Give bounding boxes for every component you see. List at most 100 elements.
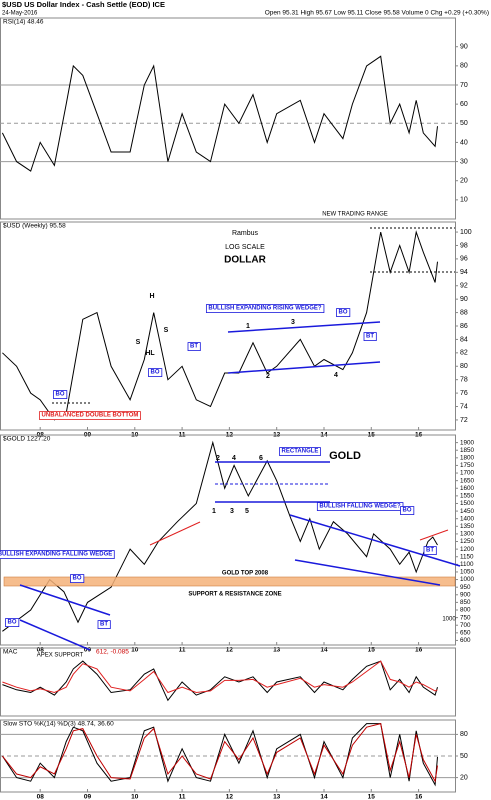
series-line (1, 723, 438, 787)
x-tick-label: 16 (415, 794, 423, 800)
annotation: 1 (246, 323, 250, 330)
y-tick-label: 1450 (460, 508, 475, 515)
annotation: BULLISH EXPANDING FALLING WEDGE (0, 552, 112, 558)
x-tick-label: 15 (368, 647, 376, 654)
y-tick-label: 1200 (460, 546, 475, 553)
y-tick-label: 80 (460, 363, 468, 370)
chart-subtitle: 24-May-2016 (2, 11, 38, 17)
panel-label: MAC (3, 649, 18, 656)
y-tick-label: 74 (460, 403, 468, 410)
annotation: 2 (216, 455, 220, 462)
y-tick-label: 1550 (460, 493, 475, 500)
y-tick-label: 88 (460, 309, 468, 316)
x-tick-label: 15 (368, 794, 376, 800)
annotation: 1000 (442, 617, 456, 623)
y-tick-label: 1900 (460, 439, 475, 446)
chart-title: $USD US Dollar Index - Cash Settle (EOD)… (2, 0, 165, 9)
annotation: BO (8, 620, 17, 626)
y-tick-label: 1800 (460, 454, 475, 461)
y-tick-label: 80 (460, 731, 468, 738)
y-tick-label: 98 (460, 242, 468, 249)
y-tick-label: 60 (460, 101, 468, 108)
y-tick-label: 950 (460, 584, 471, 591)
panel-label: Slow STO %K(14) %D(3) 48.74, 36.60 (3, 721, 114, 728)
annotation: BT (190, 344, 198, 350)
annotation: 1 (212, 508, 216, 515)
y-tick-label: 96 (460, 256, 468, 263)
y-tick-label: 94 (460, 269, 468, 276)
x-tick-label: 10 (131, 794, 139, 800)
annotation-box (5, 618, 20, 627)
y-tick-label: 800 (460, 607, 471, 614)
x-tick-label: 13 (273, 647, 281, 654)
decoration (19, 584, 111, 616)
series-line (2, 660, 438, 694)
annotation: BO (339, 310, 348, 316)
y-tick-label: 650 (460, 629, 471, 636)
annotation: Rambus (232, 230, 259, 237)
panel-sublabel: 612, -0.085 (96, 649, 129, 656)
annotation: S (136, 339, 141, 346)
annotation-box (187, 342, 201, 351)
x-tick-label: 11 (179, 647, 186, 654)
panel (0, 434, 456, 646)
y-tick-label: 20 (460, 178, 468, 185)
annotation: H (149, 293, 154, 300)
annotation: SUPPORT & RESISTANCE ZONE (188, 592, 281, 598)
annotation-box (363, 332, 377, 341)
annotation: NEW TRADING RANGE (322, 212, 388, 218)
x-tick-label: 11 (179, 794, 186, 800)
y-tick-label: 1850 (460, 447, 475, 454)
annotation: 3 (291, 319, 295, 326)
y-tick-label: 84 (460, 336, 468, 343)
annotation-box (423, 546, 437, 555)
series-line (2, 722, 438, 783)
y-tick-label: 1300 (460, 531, 475, 538)
x-tick-label: 14 (320, 794, 328, 800)
y-tick-label: 80 (460, 63, 468, 70)
annotation-box (336, 308, 351, 317)
y-tick-label: 78 (460, 377, 468, 384)
y-tick-label: 100 (460, 229, 472, 236)
x-tick-label: 08 (37, 647, 45, 654)
y-tick-label: 50 (460, 120, 468, 127)
annotation: HL (145, 350, 155, 357)
x-tick-label: 09 (84, 647, 92, 654)
decoration (419, 529, 449, 541)
y-tick-label: 90 (460, 296, 468, 303)
annotation-box (0, 550, 115, 559)
y-tick-label: 900 (460, 591, 471, 598)
annotation: BO (73, 576, 82, 582)
annotation: DOLLAR (224, 255, 266, 266)
y-tick-label: 1500 (460, 500, 475, 507)
y-tick-label: 850 (460, 599, 471, 606)
annotation: BO (56, 392, 65, 398)
panel-label: $GOLD 1227.20 (3, 436, 51, 443)
annotation: BULLISH EXPANDING RISING WEDGE? (208, 306, 322, 312)
x-tick-label: 09 (84, 794, 92, 800)
annotation-box (39, 411, 141, 420)
y-tick-label: 600 (460, 637, 471, 644)
annotation-box (53, 390, 68, 399)
y-tick-label: 1250 (460, 538, 475, 545)
annotation: LOG SCALE (225, 244, 265, 251)
annotation: BULLISH FALLING WEDGE? (319, 504, 401, 510)
annotation: S (164, 327, 169, 334)
y-tick-label: 1600 (460, 485, 475, 492)
y-tick-label: 10 (460, 197, 468, 204)
x-tick-label: 12 (226, 647, 234, 654)
annotation: BO (403, 508, 412, 514)
series-line (1, 55, 438, 172)
annotation-box (97, 620, 111, 629)
y-tick-label: 92 (460, 283, 468, 290)
y-tick-label: 1750 (460, 462, 475, 469)
annotation: APEX SUPPORT (37, 653, 84, 659)
annotation: 6 (259, 455, 263, 462)
y-tick-label: 1000 (460, 576, 475, 583)
annotation: BO (151, 370, 160, 376)
y-tick-label: 1400 (460, 515, 475, 522)
y-tick-label: 1650 (460, 477, 475, 484)
y-tick-label: 1700 (460, 470, 475, 477)
annotation: 2 (266, 373, 270, 380)
panel-label: $USD (Weekly) 95.58 (3, 223, 66, 230)
